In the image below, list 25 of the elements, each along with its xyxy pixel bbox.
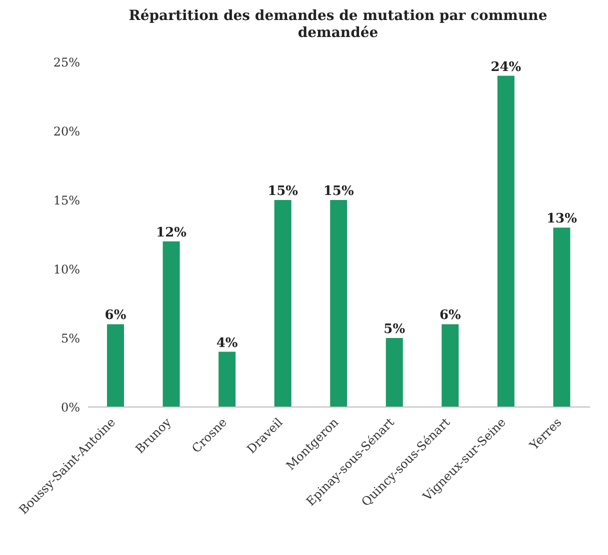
data-label: 13%: [546, 212, 578, 227]
y-tick-label: 15%: [53, 193, 80, 208]
y-tick-label: 25%: [53, 55, 80, 70]
bar: [330, 200, 348, 407]
data-label: 12%: [156, 225, 188, 240]
bar: [386, 338, 403, 407]
data-label: 6%: [104, 308, 127, 324]
data-label: 24%: [490, 60, 522, 75]
bar: [497, 76, 514, 407]
y-tick-label: 5%: [60, 331, 80, 346]
data-label: 4%: [216, 336, 238, 351]
bar: [162, 241, 180, 407]
y-tick-label: 10%: [53, 262, 80, 276]
bar: [274, 200, 292, 407]
y-tick-label: 0%: [60, 400, 80, 414]
y-tick-label: 20%: [53, 124, 80, 138]
data-label: 5%: [384, 322, 406, 337]
bar: [442, 324, 459, 407]
chart-title: Répartition des demandes de mutation par commune demandée: [128, 8, 548, 42]
bar: [107, 324, 124, 407]
data-label: 15%: [268, 184, 299, 199]
bar: [553, 228, 570, 407]
data-label: 15%: [323, 184, 354, 199]
data-label: 6%: [439, 308, 462, 324]
bar: [218, 352, 236, 407]
